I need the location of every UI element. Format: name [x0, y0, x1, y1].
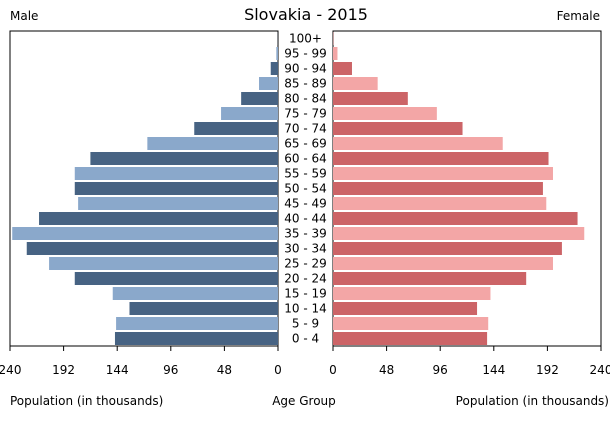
female-axis-label: Population (in thousands) [456, 394, 609, 408]
female-tick-label-4: 192 [536, 363, 559, 377]
female-bar-19 [333, 317, 489, 330]
male-bar-8 [90, 152, 279, 165]
female-bar-14 [333, 242, 562, 255]
age-group-label-6: 70 - 74 [284, 122, 327, 136]
age-group-label-1: 95 - 99 [284, 47, 327, 61]
female-bars [333, 32, 585, 345]
male-bar-9 [74, 167, 279, 180]
male-bar-11 [78, 197, 278, 210]
male-bar-2 [270, 62, 278, 75]
age-group-label-8: 60 - 64 [284, 152, 327, 166]
female-bar-6 [333, 122, 463, 135]
female-bar-10 [333, 182, 543, 195]
male-bar-19 [116, 317, 278, 330]
male-bar-1 [276, 47, 278, 60]
age-group-label-18: 10 - 14 [284, 302, 327, 316]
female-bar-15 [333, 257, 553, 270]
age-group-label-2: 90 - 94 [284, 62, 327, 76]
male-bar-16 [74, 272, 279, 285]
male-bar-4 [241, 92, 278, 105]
female-label: Female [557, 9, 600, 23]
male-x-axis: 240 192 144 96 48 0 [0, 346, 282, 377]
female-bar-17 [333, 287, 491, 300]
female-x-axis: 0 48 96 144 192 240 [329, 346, 610, 377]
age-group-label-17: 15 - 19 [284, 287, 327, 301]
female-bar-13 [333, 227, 585, 240]
male-bar-3 [259, 77, 278, 90]
female-bar-20 [333, 332, 488, 345]
female-bar-12 [333, 212, 578, 225]
male-bar-6 [194, 122, 278, 135]
male-bar-14 [26, 242, 278, 255]
female-bar-2 [333, 62, 352, 75]
male-tick-label-5: 0 [274, 363, 282, 377]
male-tick-label-3: 96 [163, 363, 178, 377]
male-bar-12 [39, 212, 279, 225]
male-bar-13 [12, 227, 278, 240]
male-bar-17 [112, 287, 278, 300]
age-group-label-11: 45 - 49 [284, 197, 327, 211]
age-group-label-19: 5 - 9 [292, 317, 319, 331]
age-group-label-3: 85 - 89 [284, 77, 327, 91]
age-group-label-9: 55 - 59 [284, 167, 327, 181]
male-tick-label-1: 192 [52, 363, 75, 377]
female-tick-label-3: 144 [482, 363, 505, 377]
female-bar-5 [333, 107, 437, 120]
male-bar-18 [129, 302, 278, 315]
age-group-label-10: 50 - 54 [284, 182, 327, 196]
age-group-label-14: 30 - 34 [284, 242, 327, 256]
age-group-label-5: 75 - 79 [284, 107, 327, 121]
age-group-axis-label: Age Group [272, 394, 336, 408]
age-group-label-20: 0 - 4 [292, 332, 319, 346]
female-bar-9 [333, 167, 553, 180]
female-bar-18 [333, 302, 478, 315]
male-bar-10 [74, 182, 279, 195]
female-tick-label-2: 96 [433, 363, 448, 377]
age-group-label-4: 80 - 84 [284, 92, 327, 106]
female-tick-label-1: 48 [379, 363, 394, 377]
female-bar-7 [333, 137, 503, 150]
male-bar-20 [114, 332, 278, 345]
male-tick-label-2: 144 [106, 363, 129, 377]
male-bar-7 [147, 137, 278, 150]
female-bar-3 [333, 77, 378, 90]
female-bar-16 [333, 272, 527, 285]
age-group-label-0: 100+ [289, 32, 322, 46]
age-group-label-13: 35 - 39 [284, 227, 327, 241]
female-bar-8 [333, 152, 549, 165]
male-tick-label-4: 48 [217, 363, 232, 377]
female-tick-label-0: 0 [329, 363, 337, 377]
chart-title: Slovakia - 2015 [244, 5, 368, 24]
male-bar-5 [221, 107, 278, 120]
female-bar-1 [333, 47, 338, 60]
age-group-label-7: 65 - 69 [284, 137, 327, 151]
male-bar-15 [49, 257, 279, 270]
male-tick-label-0: 240 [0, 363, 21, 377]
age-group-label-16: 20 - 24 [284, 272, 327, 286]
age-group-label-15: 25 - 29 [284, 257, 327, 271]
male-bars [12, 32, 279, 345]
female-tick-label-5: 240 [590, 363, 610, 377]
female-bar-11 [333, 197, 547, 210]
male-axis-label: Population (in thousands) [10, 394, 163, 408]
age-group-label-12: 40 - 44 [284, 212, 327, 226]
male-label: Male [10, 9, 38, 23]
female-bar-4 [333, 92, 408, 105]
